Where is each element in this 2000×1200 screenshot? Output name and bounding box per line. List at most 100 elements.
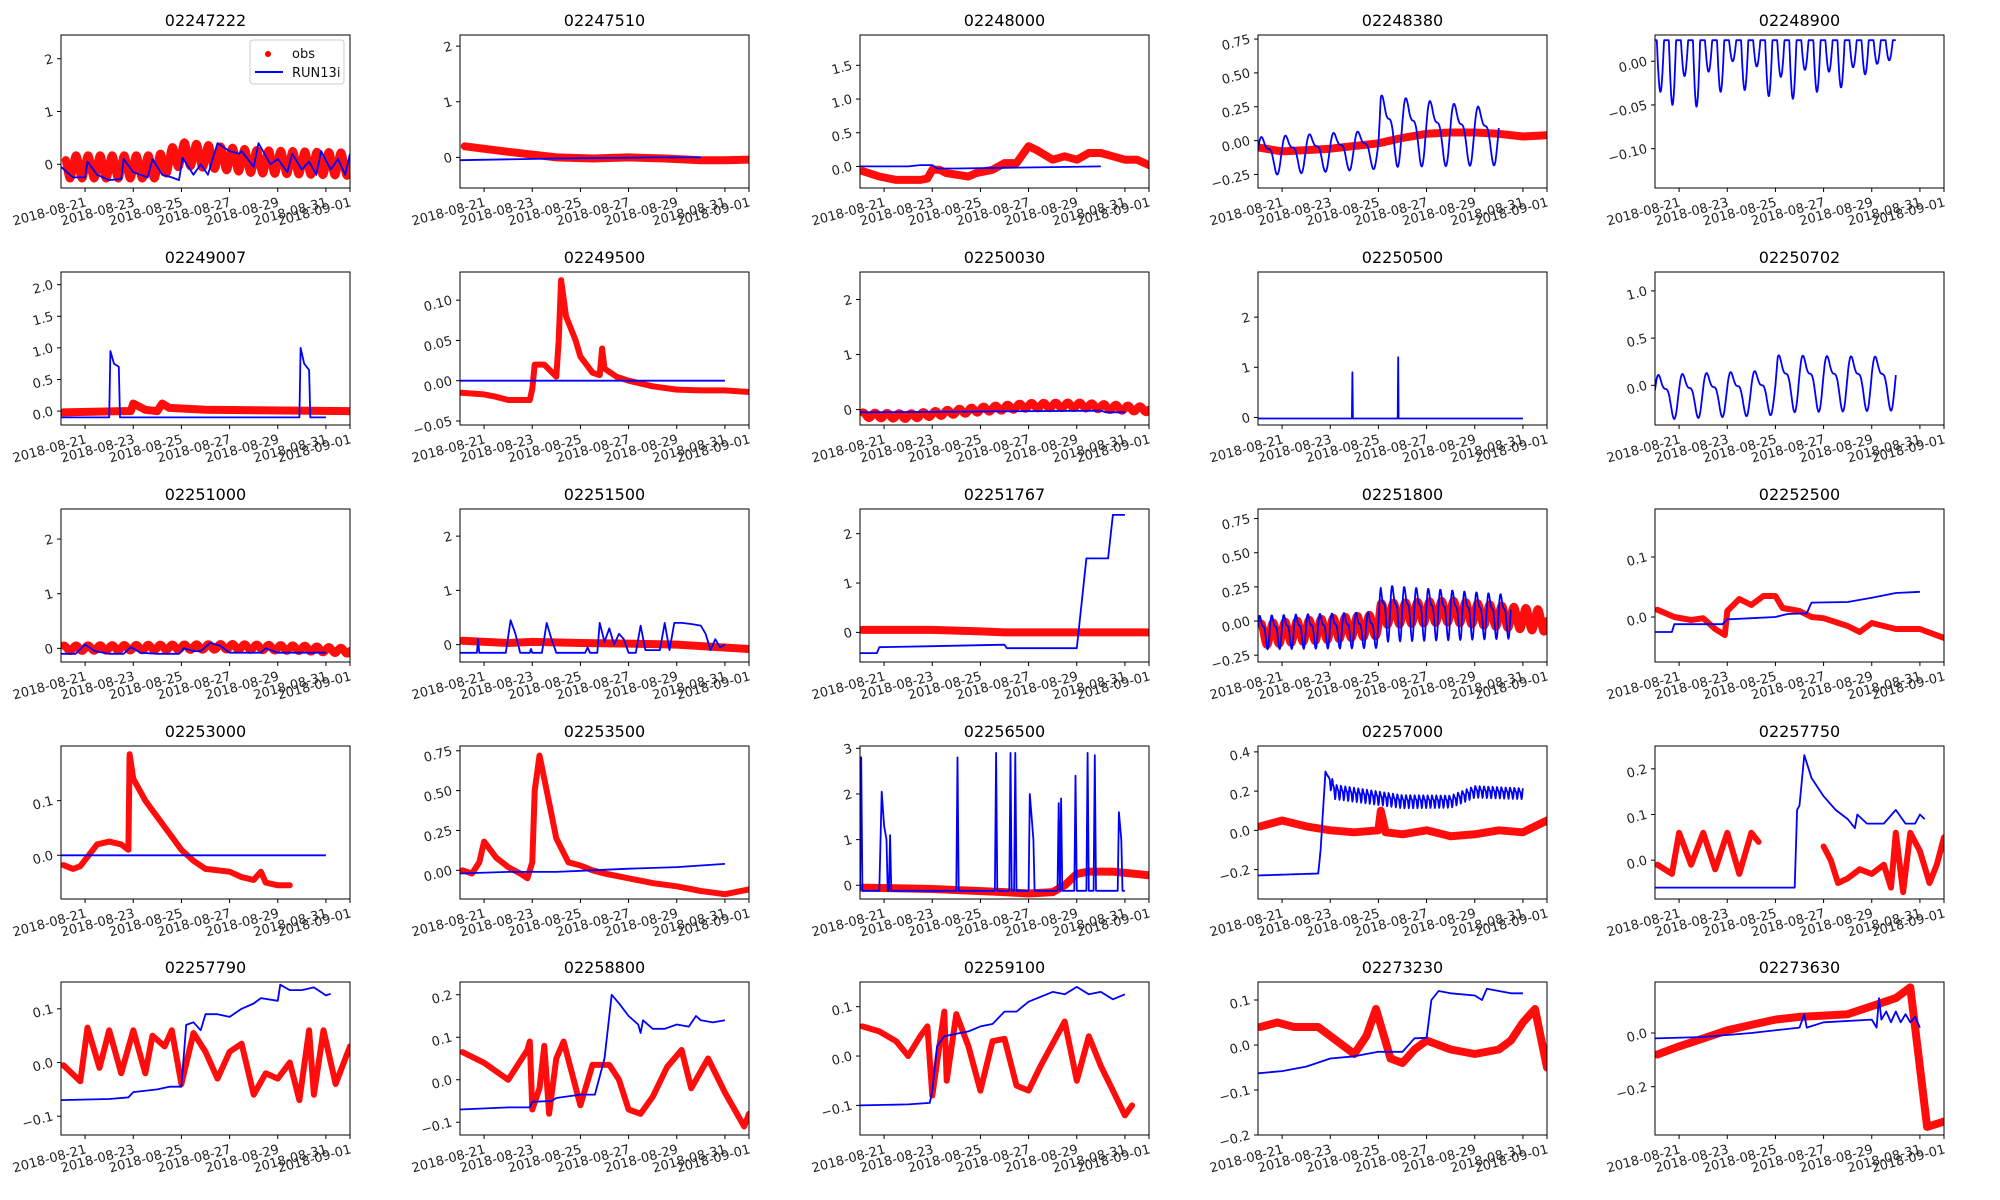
- plot-area: [1655, 983, 1944, 1131]
- obs-series: [460, 752, 749, 898]
- subplot-title: 02247510: [564, 11, 645, 30]
- y-tick-label: 0.1: [1625, 550, 1649, 570]
- y-tick-label: 0.2: [1625, 762, 1649, 782]
- subplot-title: 02257750: [1759, 722, 1840, 741]
- subplot: 022577500.00.10.22018-08-212018-08-23201…: [1605, 722, 1947, 940]
- axes-frame: [60, 271, 351, 426]
- y-tick-label: 1.0: [830, 92, 854, 112]
- subplot: 022507020.00.51.02018-08-212018-08-23201…: [1605, 248, 1947, 466]
- y-tick-label: −0.10: [1607, 142, 1649, 167]
- subplot: 0225650001232018-08-212018-08-232018-08-…: [810, 722, 1152, 940]
- y-tick-label: −0.2: [1615, 1080, 1649, 1103]
- subplot: 022480000.00.51.01.52018-08-212018-08-23…: [810, 11, 1152, 229]
- plot-area: [860, 142, 1149, 184]
- plot-area: [1258, 770, 1547, 877]
- axes-frame: [859, 745, 1150, 900]
- y-tick-label: 0.1: [1625, 808, 1649, 828]
- obs-series: [1258, 1005, 1547, 1072]
- subplot-title: 02253000: [165, 722, 246, 741]
- subplot-title: 02248000: [964, 11, 1045, 30]
- axes-frame: [459, 271, 750, 426]
- plot-area: [1655, 39, 1897, 108]
- y-tick-label: 1.0: [31, 341, 55, 361]
- y-tick-label: 0.05: [422, 334, 454, 356]
- y-tick-label: −0.2: [1218, 863, 1252, 886]
- subplot-title: 02251767: [964, 485, 1045, 504]
- y-tick-label: 1.5: [830, 59, 854, 79]
- obs-series: [1655, 593, 1944, 641]
- y-tick-label: 1.5: [31, 309, 55, 329]
- y-tick-label: 1: [442, 584, 454, 601]
- plot-area: [61, 983, 350, 1104]
- y-tick-label: 1: [43, 587, 55, 604]
- y-tick-label: 0.5: [1625, 331, 1649, 351]
- y-tick-label: 2: [442, 39, 454, 56]
- legend-obs-marker: [265, 51, 271, 57]
- plot-area: [1655, 590, 1944, 641]
- y-tick-label: 0.1: [430, 1030, 454, 1050]
- axes-frame: [1654, 34, 1945, 189]
- axes-frame: [60, 981, 351, 1136]
- axes-frame: [459, 745, 750, 900]
- y-tick-label: 0.0: [1228, 824, 1252, 844]
- model-series: [860, 164, 1101, 170]
- plot-area: [860, 514, 1149, 654]
- subplot-title: 02248900: [1759, 11, 1840, 30]
- obs-series: [61, 399, 350, 417]
- model-series: [61, 347, 326, 419]
- y-tick-label: 0: [442, 151, 454, 168]
- subplot-title: 02256500: [964, 722, 1045, 741]
- y-tick-label: 0.0: [1625, 853, 1649, 873]
- subplot: 02248380−0.250.000.250.500.752018-08-212…: [1208, 11, 1550, 229]
- subplot-title: 02249007: [165, 248, 246, 267]
- y-tick-label: 1: [442, 95, 454, 112]
- legend-model-label: RUN13i: [292, 66, 340, 81]
- subplot: 022475100122018-08-212018-08-232018-08-2…: [410, 11, 752, 229]
- y-tick-label: 1: [842, 348, 854, 365]
- y-tick-label: 0: [43, 642, 55, 659]
- axes-frame: [1654, 271, 1945, 426]
- y-tick-label: 3: [842, 742, 854, 759]
- y-tick-label: −0.05: [412, 414, 454, 439]
- subplot-title: 02250030: [964, 248, 1045, 267]
- plot-area: [1258, 987, 1547, 1075]
- axes-frame: [60, 745, 351, 900]
- subplot: 02257000−0.20.00.20.42018-08-212018-08-2…: [1208, 722, 1550, 940]
- y-tick-label: 0.50: [422, 784, 454, 806]
- obs-series: [1820, 829, 1944, 896]
- y-tick-label: 0.1: [1228, 993, 1252, 1013]
- plot-area: [1655, 754, 1944, 896]
- y-tick-label: 0: [43, 157, 55, 174]
- subplot-title: 02247222: [165, 11, 246, 30]
- y-tick-label: 0.1: [31, 794, 55, 814]
- subplot-title: 02251000: [165, 485, 246, 504]
- axes-frame: [1257, 981, 1548, 1136]
- obs-series: [860, 625, 1149, 637]
- y-tick-label: −0.05: [1607, 98, 1649, 123]
- subplot-title: 02258800: [564, 958, 645, 977]
- axes-frame: [1654, 981, 1945, 1136]
- axes-frame: [859, 981, 1150, 1136]
- y-tick-label: 0.0: [31, 1056, 55, 1076]
- y-tick-label: 0.75: [1220, 512, 1252, 534]
- legend: obs RUN13i: [249, 39, 345, 85]
- model-series: [61, 142, 350, 181]
- y-tick-label: 0.0: [1625, 1026, 1649, 1046]
- obs-series: [460, 636, 749, 653]
- y-tick-label: 0.0: [430, 1073, 454, 1093]
- obs-series: [61, 1024, 350, 1104]
- y-tick-label: 1: [1240, 361, 1252, 378]
- y-tick-label: −0.1: [420, 1115, 454, 1138]
- model-series: [1258, 356, 1523, 420]
- plot-area: [1258, 585, 1547, 651]
- subplot: 022535000.000.250.500.752018-08-212018-0…: [410, 722, 752, 940]
- subplot: 022500300122018-08-212018-08-232018-08-2…: [810, 248, 1152, 466]
- y-tick-label: 0.00: [422, 374, 454, 396]
- y-tick-label: 1: [842, 833, 854, 850]
- subplot: 022515000122018-08-212018-08-232018-08-2…: [410, 485, 752, 703]
- subplot: 022517670122018-08-212018-08-232018-08-2…: [810, 485, 1152, 703]
- y-tick-label: 0.2: [1228, 784, 1252, 804]
- legend-obs-label: obs: [292, 47, 315, 62]
- subplot-title: 02273230: [1362, 958, 1443, 977]
- y-tick-label: −0.25: [1210, 168, 1252, 193]
